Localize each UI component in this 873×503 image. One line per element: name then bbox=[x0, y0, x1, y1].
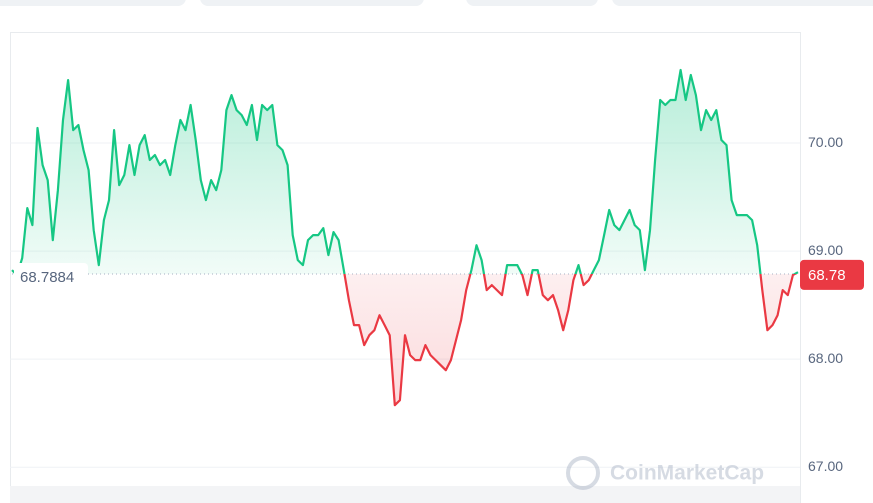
plot: 68.7884 68.78 bbox=[11, 68, 864, 407]
y-tick-label: 70.00 bbox=[808, 134, 843, 150]
tab[interactable] bbox=[0, 0, 186, 6]
tab[interactable] bbox=[200, 0, 424, 6]
navigator[interactable] bbox=[10, 486, 800, 503]
price-label: 68.78 bbox=[808, 267, 846, 284]
tab[interactable] bbox=[612, 0, 873, 6]
price-line bbox=[11, 68, 799, 407]
tab[interactable] bbox=[466, 0, 598, 6]
y-tick-label: 67.00 bbox=[808, 458, 843, 474]
watermark-text: CoinMarketCap bbox=[610, 462, 764, 485]
watermark: CoinMarketCap bbox=[566, 456, 764, 490]
reference-badge bbox=[14, 262, 88, 285]
area bbox=[12, 70, 798, 406]
price-badge bbox=[800, 259, 864, 290]
watermark-logo bbox=[566, 456, 600, 490]
reference-label: 68.7884 bbox=[20, 269, 74, 286]
y-tick-label: 68.00 bbox=[808, 350, 843, 366]
y-tick-label: 69.00 bbox=[808, 242, 843, 258]
